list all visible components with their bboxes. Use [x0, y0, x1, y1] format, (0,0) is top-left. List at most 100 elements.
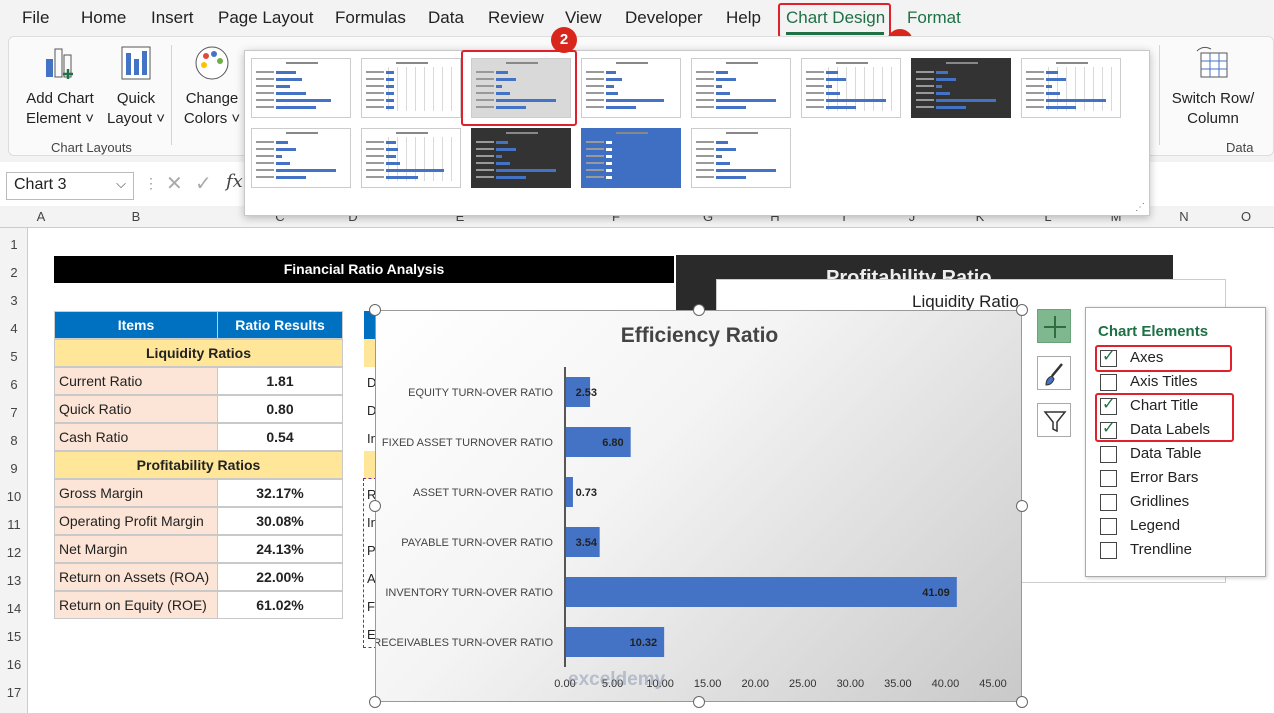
- row-header[interactable]: 2: [10, 265, 18, 280]
- checkbox[interactable]: ✓: [1100, 420, 1117, 439]
- row-header[interactable]: 17: [6, 685, 22, 700]
- tab-file[interactable]: File: [22, 8, 50, 27]
- name-box[interactable]: Chart 3 ⌵: [6, 172, 134, 200]
- chart-style-thumbnail[interactable]: [911, 58, 1011, 118]
- column-header[interactable]: F: [612, 209, 620, 224]
- item-cell[interactable]: Current Ratio: [54, 367, 218, 395]
- add-chart-element-button[interactable]: Add Chart Element ˅: [23, 43, 97, 129]
- tab-review[interactable]: Review: [488, 8, 544, 27]
- resize-handle[interactable]: [1016, 500, 1028, 512]
- chart-title[interactable]: Efficiency Ratio: [620, 324, 779, 347]
- chevron-down-icon[interactable]: ⌵: [116, 176, 126, 191]
- header-ratio-results[interactable]: Ratio Results: [217, 311, 343, 339]
- column-header[interactable]: E: [455, 209, 465, 224]
- column-header[interactable]: O: [1240, 209, 1252, 224]
- tab-developer[interactable]: Developer: [625, 8, 703, 27]
- column-header[interactable]: K: [975, 209, 985, 224]
- row-header[interactable]: 7: [10, 405, 18, 420]
- chart-style-thumbnail[interactable]: [581, 58, 681, 118]
- value-cell[interactable]: 0.54: [217, 423, 343, 451]
- column-header[interactable]: C: [275, 209, 285, 224]
- resize-grip-icon[interactable]: ⋰: [1135, 202, 1145, 213]
- row-header[interactable]: 6: [10, 377, 18, 392]
- cancel-icon[interactable]: ✕: [166, 173, 183, 195]
- sheet-title[interactable]: Financial Ratio Analysis: [54, 256, 674, 283]
- row-header[interactable]: 15: [6, 629, 22, 644]
- resize-handle[interactable]: [369, 500, 381, 512]
- checkbox[interactable]: ✓: [1100, 348, 1117, 367]
- item-cell[interactable]: Return on Assets (ROA): [54, 563, 218, 591]
- chart-style-thumbnail[interactable]: [1021, 58, 1121, 118]
- column-header[interactable]: H: [770, 209, 780, 224]
- chart-styles-button[interactable]: [1037, 356, 1071, 390]
- row-header[interactable]: 13: [6, 573, 22, 588]
- column-header[interactable]: A: [36, 209, 46, 224]
- tab-help[interactable]: Help: [726, 8, 761, 27]
- row-header[interactable]: 4: [10, 321, 18, 336]
- value-cell[interactable]: 32.17%: [217, 479, 343, 507]
- header-items[interactable]: Items: [54, 311, 218, 339]
- resize-handle[interactable]: [693, 304, 705, 316]
- column-header[interactable]: J: [908, 209, 916, 224]
- row-header[interactable]: 12: [6, 545, 22, 560]
- value-cell[interactable]: 22.00%: [217, 563, 343, 591]
- tab-chart-design[interactable]: Chart Design: [786, 8, 886, 27]
- column-header[interactable]: N: [1179, 209, 1189, 224]
- section-liquidity[interactable]: Liquidity Ratios: [54, 339, 343, 367]
- row-header[interactable]: 14: [6, 601, 22, 616]
- chart-style-thumbnail[interactable]: [361, 128, 461, 188]
- chart-elements-button[interactable]: [1037, 309, 1071, 343]
- checkbox[interactable]: [1100, 494, 1117, 511]
- row-header[interactable]: 16: [6, 657, 22, 672]
- item-cell[interactable]: Cash Ratio: [54, 423, 218, 451]
- checkbox[interactable]: [1100, 470, 1117, 487]
- row-header[interactable]: 5: [10, 349, 18, 364]
- value-cell[interactable]: 30.08%: [217, 507, 343, 535]
- chart-style-thumbnail[interactable]: [801, 58, 901, 118]
- tab-formulas[interactable]: Formulas: [335, 8, 406, 27]
- resize-handle[interactable]: [369, 304, 381, 316]
- column-header[interactable]: L: [1044, 209, 1052, 224]
- value-cell[interactable]: 1.81: [217, 367, 343, 395]
- section-profitability[interactable]: Profitability Ratios: [54, 451, 343, 479]
- chart-style-thumbnail[interactable]: [251, 58, 351, 118]
- row-header[interactable]: 1: [10, 237, 18, 252]
- resize-handle[interactable]: [693, 696, 705, 708]
- tab-insert[interactable]: Insert: [151, 8, 194, 27]
- resize-handle[interactable]: [1016, 696, 1028, 708]
- item-cell[interactable]: Gross Margin: [54, 479, 218, 507]
- checkbox[interactable]: [1100, 374, 1117, 391]
- row-header[interactable]: 9: [10, 461, 18, 476]
- item-cell[interactable]: Return on Equity (ROE): [54, 591, 218, 619]
- function-icon[interactable]: fx: [226, 171, 243, 192]
- resize-handle[interactable]: [369, 696, 381, 708]
- tab-data[interactable]: Data: [428, 8, 464, 27]
- tab-format[interactable]: Format: [907, 8, 961, 27]
- column-header[interactable]: G: [702, 209, 714, 224]
- change-colors-button[interactable]: Change Colors ˅: [179, 43, 245, 129]
- tab-view[interactable]: View: [565, 8, 602, 27]
- checkbox[interactable]: [1100, 518, 1117, 535]
- chart-filters-button[interactable]: [1037, 403, 1071, 437]
- column-header[interactable]: I: [842, 209, 846, 224]
- quick-layout-button[interactable]: Quick Layout ˅: [107, 43, 165, 129]
- chart-style-thumbnail[interactable]: [471, 128, 571, 188]
- switch-row-column-button[interactable]: Switch Row/ Column: [1169, 43, 1257, 129]
- checkbox[interactable]: [1100, 446, 1117, 463]
- item-cell[interactable]: Quick Ratio: [54, 395, 218, 423]
- resize-handle[interactable]: [1016, 304, 1028, 316]
- tab-page-layout[interactable]: Page Layout: [218, 8, 314, 27]
- row-header[interactable]: 10: [6, 489, 22, 504]
- row-header[interactable]: 8: [10, 433, 18, 448]
- chart-style-thumbnail[interactable]: [251, 128, 351, 188]
- column-header[interactable]: D: [348, 209, 358, 224]
- item-cell[interactable]: Net Margin: [54, 535, 218, 563]
- value-cell[interactable]: 24.13%: [217, 535, 343, 563]
- confirm-icon[interactable]: ✓: [195, 173, 212, 195]
- column-header[interactable]: M: [1110, 209, 1122, 224]
- row-header[interactable]: 3: [10, 293, 18, 308]
- item-cell[interactable]: Operating Profit Margin: [54, 507, 218, 535]
- row-header[interactable]: 11: [7, 517, 21, 532]
- chart-style-thumbnail[interactable]: [691, 58, 791, 118]
- value-cell[interactable]: 0.80: [217, 395, 343, 423]
